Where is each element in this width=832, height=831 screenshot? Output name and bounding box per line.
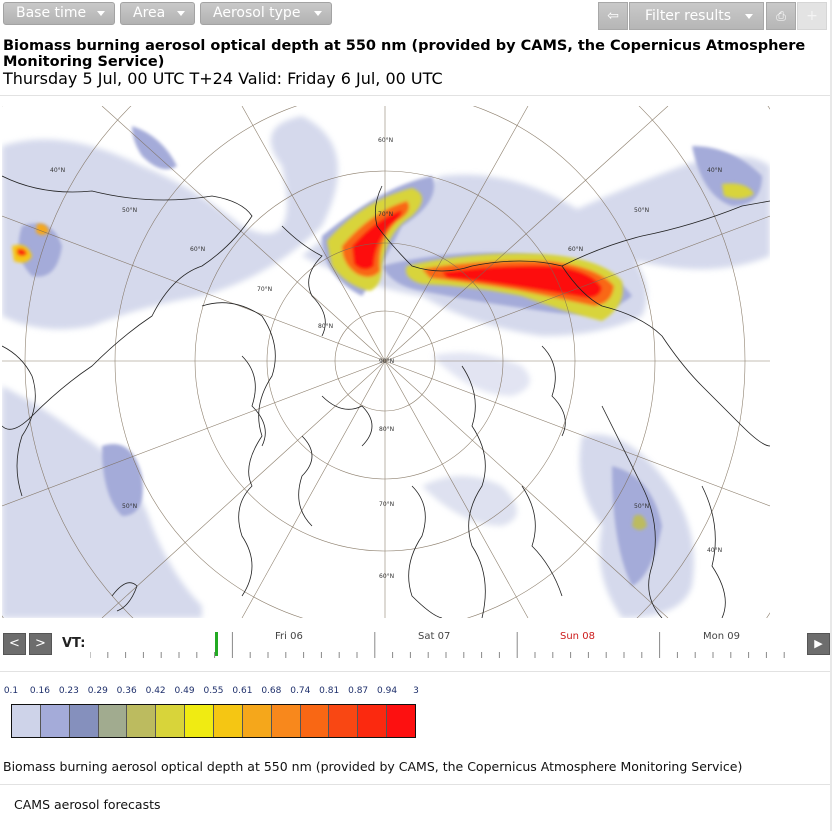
lat-label-70: 70°N xyxy=(378,211,393,218)
graticule xyxy=(2,106,770,618)
lat-label-80: 80°N xyxy=(318,323,333,330)
area-label: Area xyxy=(133,5,166,21)
day-label-sun[interactable]: Sun 08 xyxy=(560,631,595,642)
chevron-down-icon xyxy=(97,11,105,16)
chevron-right-icon: > xyxy=(35,636,46,651)
toolbar: Base time Area Aerosol type ⇦ Filter res… xyxy=(0,0,832,34)
lat-label-50-w: 50°N xyxy=(122,207,137,214)
legend-swatch xyxy=(12,705,41,737)
lat-label-60-w: 60°N xyxy=(190,246,205,253)
lat-label-40-ne: 40°N xyxy=(707,167,722,174)
day-label-fri[interactable]: Fri 06 xyxy=(275,631,303,642)
chevron-down-icon xyxy=(314,11,322,16)
legend-value: 0.61 xyxy=(232,686,253,696)
divider xyxy=(0,784,832,785)
valid-time-subtitle: Thursday 5 Jul, 00 UTC T+24 Valid: Frida… xyxy=(3,69,443,88)
filter-results-dropdown[interactable]: Filter results xyxy=(629,2,764,30)
print-icon: ⎙ xyxy=(776,9,786,23)
legend-swatch xyxy=(329,705,359,737)
lat-label-70-s: 70°N xyxy=(379,501,394,508)
filter-results-label: Filter results xyxy=(645,8,732,24)
lat-label-50-e: 50°N xyxy=(634,207,649,214)
legend-swatch xyxy=(387,705,416,737)
legend-value: 0.1 xyxy=(3,686,19,696)
legend-swatch xyxy=(127,705,157,737)
current-time-marker[interactable] xyxy=(215,632,218,656)
legend-swatch xyxy=(185,705,215,737)
legend-swatch xyxy=(300,705,330,737)
legend-value: 0.68 xyxy=(261,686,282,696)
footer-source-label: CAMS aerosol forecasts xyxy=(14,797,161,812)
base-time-dropdown[interactable]: Base time xyxy=(3,2,115,25)
divider xyxy=(0,671,832,672)
valid-time-label: VT: xyxy=(62,636,86,651)
next-step-button[interactable]: > xyxy=(29,633,52,655)
back-arrow-icon: ⇦ xyxy=(607,8,619,24)
time-slider[interactable] xyxy=(90,628,798,660)
coastlines xyxy=(2,175,770,618)
area-dropdown[interactable]: Area xyxy=(120,2,195,25)
legend-color-bar xyxy=(11,704,416,738)
aerosol-type-dropdown[interactable]: Aerosol type xyxy=(200,2,332,25)
lat-label-70-w: 70°N xyxy=(257,286,272,293)
legend-value: 0.74 xyxy=(290,686,311,696)
lat-label-60-e: 60°N xyxy=(568,246,583,253)
play-button[interactable]: ▶ xyxy=(807,633,830,655)
legend-value: 0.49 xyxy=(174,686,195,696)
legend-swatch xyxy=(98,705,128,737)
add-button[interactable]: + xyxy=(797,2,827,30)
lat-label-40-se: 40°N xyxy=(707,547,722,554)
legend-swatch xyxy=(271,705,301,737)
lat-label-50-se: 50°N xyxy=(634,503,649,510)
legend-swatch xyxy=(156,705,186,737)
legend-value: 0.36 xyxy=(116,686,137,696)
lat-label-40-nw: 40°N xyxy=(50,167,65,174)
lat-label-60: 60°N xyxy=(378,137,393,144)
legend-swatch xyxy=(242,705,272,737)
legend-swatch xyxy=(358,705,388,737)
forecast-map[interactable]: 90°N 80°N 80°N 70°N 70°N 70°N 60°N 60°N … xyxy=(2,106,770,618)
legend-caption: Biomass burning aerosol optical depth at… xyxy=(3,759,743,774)
lat-label-90: 90°N xyxy=(379,358,394,365)
plus-icon: + xyxy=(806,8,818,24)
back-button[interactable]: ⇦ xyxy=(598,2,628,30)
chevron-left-icon: < xyxy=(9,636,20,651)
legend-value: 0.23 xyxy=(58,686,79,696)
legend-value: 0.81 xyxy=(319,686,340,696)
chevron-down-icon xyxy=(745,14,753,19)
day-label-mon[interactable]: Mon 09 xyxy=(703,631,740,642)
previous-step-button[interactable]: < xyxy=(3,633,26,655)
page-frame xyxy=(830,0,832,831)
divider xyxy=(0,95,832,96)
legend-value: 0.42 xyxy=(145,686,166,696)
play-icon: ▶ xyxy=(814,637,823,650)
legend-value: 0.29 xyxy=(87,686,108,696)
legend-swatch xyxy=(69,705,99,737)
day-label-sat[interactable]: Sat 07 xyxy=(418,631,451,642)
legend-value: 0.87 xyxy=(348,686,369,696)
lat-label-80-s: 80°N xyxy=(379,426,394,433)
latitude-labels: 90°N 80°N 80°N 70°N 70°N 70°N 60°N 60°N … xyxy=(50,137,722,580)
base-time-label: Base time xyxy=(16,5,87,21)
legend-value: 3 xyxy=(413,686,419,696)
legend-swatch xyxy=(214,705,243,737)
lat-label-60-s: 60°N xyxy=(379,573,394,580)
chevron-down-icon xyxy=(177,11,185,16)
print-button[interactable]: ⎙ xyxy=(766,2,796,30)
polar-map-canvas: 90°N 80°N 80°N 70°N 70°N 70°N 60°N 60°N … xyxy=(2,106,770,618)
chart-title: Biomass burning aerosol optical depth at… xyxy=(3,38,806,70)
legend-value: 0.16 xyxy=(29,686,50,696)
legend-swatch xyxy=(40,705,70,737)
aerosol-type-label: Aerosol type xyxy=(213,5,301,21)
legend-value: 0.55 xyxy=(203,686,224,696)
lat-label-50-sw: 50°N xyxy=(122,503,137,510)
legend-value: 0.94 xyxy=(377,686,398,696)
